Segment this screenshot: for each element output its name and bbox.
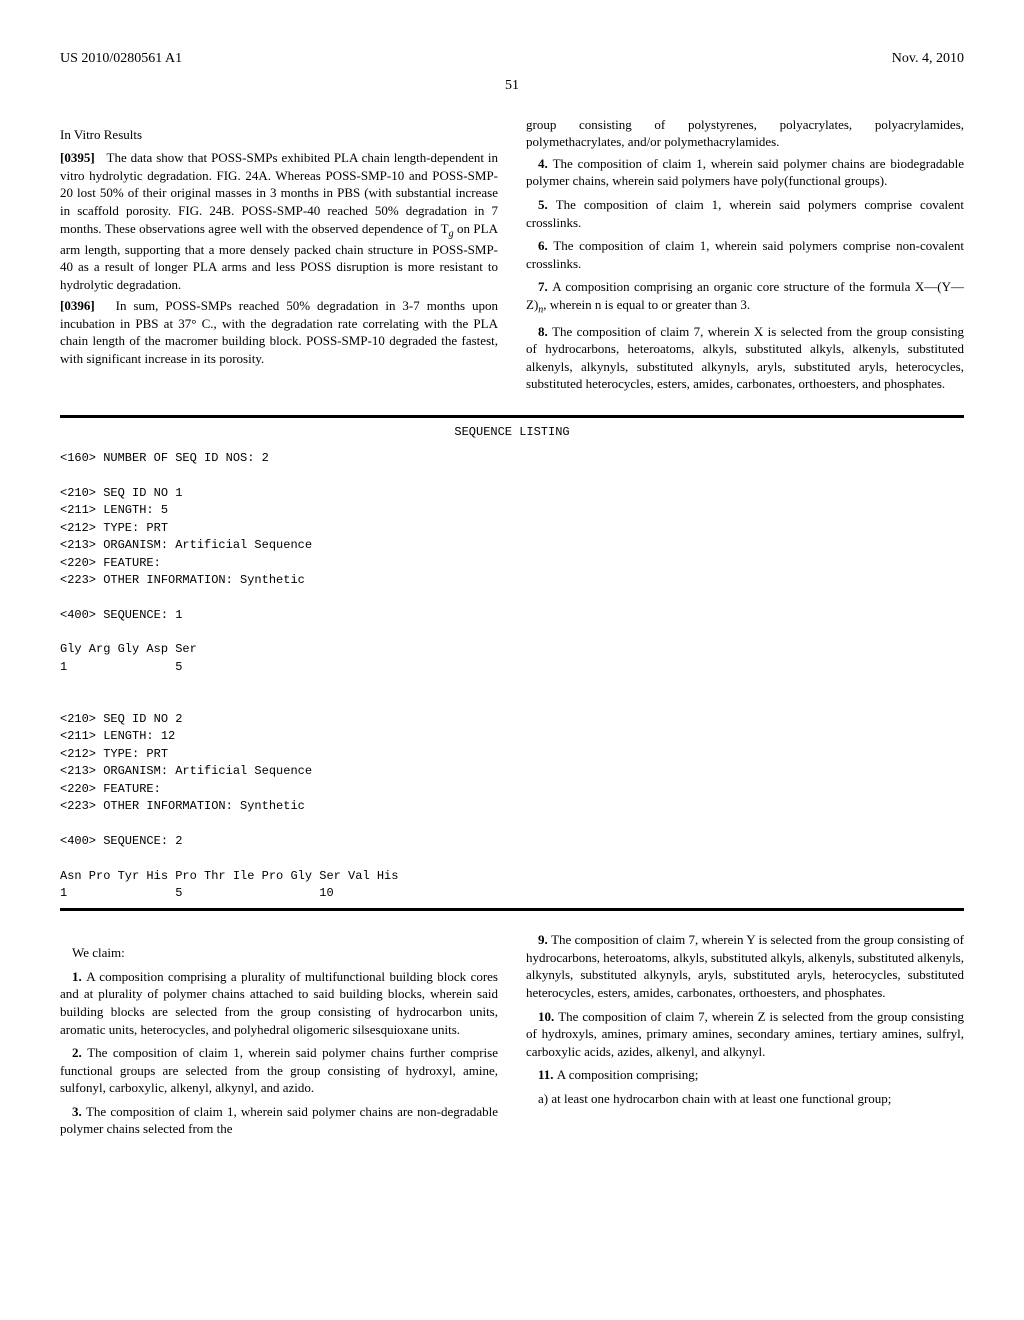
claim-continuation: group consisting of polystyrenes, polyac… [526, 116, 964, 151]
claim-text: The composition of claim 1, wherein said… [526, 197, 964, 230]
claim-text: The composition of claim 7, wherein X is… [526, 324, 964, 392]
claim-4: 4. The composition of claim 1, wherein s… [526, 155, 964, 190]
claim-11: 11. A composition comprising; [526, 1066, 964, 1084]
claim-number: 10. [538, 1009, 558, 1024]
claim-7: 7. A composition comprising an organic c… [526, 278, 964, 317]
claim-1: 1. A composition comprising a plurality … [60, 968, 498, 1038]
paragraph-0396: [0396] In sum, POSS-SMPs reached 50% deg… [60, 297, 498, 367]
claim-8: 8. The composition of claim 7, wherein X… [526, 323, 964, 393]
claim-number: 5. [538, 197, 556, 212]
section-heading: In Vitro Results [60, 126, 498, 144]
claim-11a: a) at least one hydrocarbon chain with a… [526, 1090, 964, 1108]
bottom-left-column: We claim: 1. A composition comprising a … [60, 931, 498, 1143]
rule-top [60, 415, 964, 418]
para-text: The data show that POSS-SMPs exhibited P… [60, 150, 498, 235]
bottom-columns: We claim: 1. A composition comprising a … [60, 931, 964, 1143]
claim-2: 2. The composition of claim 1, wherein s… [60, 1044, 498, 1097]
claim-3: 3. The composition of claim 1, wherein s… [60, 1103, 498, 1138]
claim-9: 9. The composition of claim 7, wherein Y… [526, 931, 964, 1001]
claim-number: 9. [538, 932, 551, 947]
claim-6: 6. The composition of claim 1, wherein s… [526, 237, 964, 272]
claim-text: The composition of claim 1, wherein said… [60, 1045, 498, 1095]
claim-text: The composition of claim 1, wherein said… [526, 156, 964, 189]
page-number: 51 [60, 77, 964, 96]
rule-bottom [60, 908, 964, 911]
patent-pub-number: US 2010/0280561 A1 [60, 50, 182, 69]
page-header: US 2010/0280561 A1 Nov. 4, 2010 [60, 50, 964, 69]
para-text: In sum, POSS-SMPs reached 50% degradatio… [60, 298, 498, 366]
claim-text: A composition comprising a plurality of … [60, 969, 498, 1037]
claim-text: The composition of claim 7, wherein Z is… [526, 1009, 964, 1059]
bottom-right-column: 9. The composition of claim 7, wherein Y… [526, 931, 964, 1143]
sequence-listing-title: SEQUENCE LISTING [60, 424, 964, 440]
claim-5: 5. The composition of claim 1, wherein s… [526, 196, 964, 231]
claim-text: The composition of claim 7, wherein Y is… [526, 932, 964, 1000]
para-number: [0395] [60, 150, 95, 165]
sequence-listing-body: <160> NUMBER OF SEQ ID NOS: 2 <210> SEQ … [60, 450, 964, 902]
pub-date: Nov. 4, 2010 [892, 50, 964, 69]
claim-number: 11. [538, 1067, 557, 1082]
claim-text-cont: , wherein n is equal to or greater than … [543, 297, 750, 312]
claim-10: 10. The composition of claim 7, wherein … [526, 1008, 964, 1061]
para-number: [0396] [60, 298, 95, 313]
claim-number: 8. [538, 324, 552, 339]
claim-number: 7. [538, 279, 552, 294]
claim-number: 3. [72, 1104, 86, 1119]
top-right-column: group consisting of polystyrenes, polyac… [526, 116, 964, 399]
claims-lead: We claim: [60, 944, 498, 962]
top-columns: In Vitro Results [0395] The data show th… [60, 116, 964, 399]
claim-text: The composition of claim 1, wherein said… [526, 238, 964, 271]
claim-number: 2. [72, 1045, 87, 1060]
claim-text: The composition of claim 1, wherein said… [60, 1104, 498, 1137]
claim-number: 6. [538, 238, 553, 253]
top-left-column: In Vitro Results [0395] The data show th… [60, 116, 498, 399]
claim-number: 4. [538, 156, 553, 171]
claim-number: 1. [72, 969, 86, 984]
claim-text: A composition comprising; [557, 1067, 699, 1082]
paragraph-0395: [0395] The data show that POSS-SMPs exhi… [60, 149, 498, 293]
